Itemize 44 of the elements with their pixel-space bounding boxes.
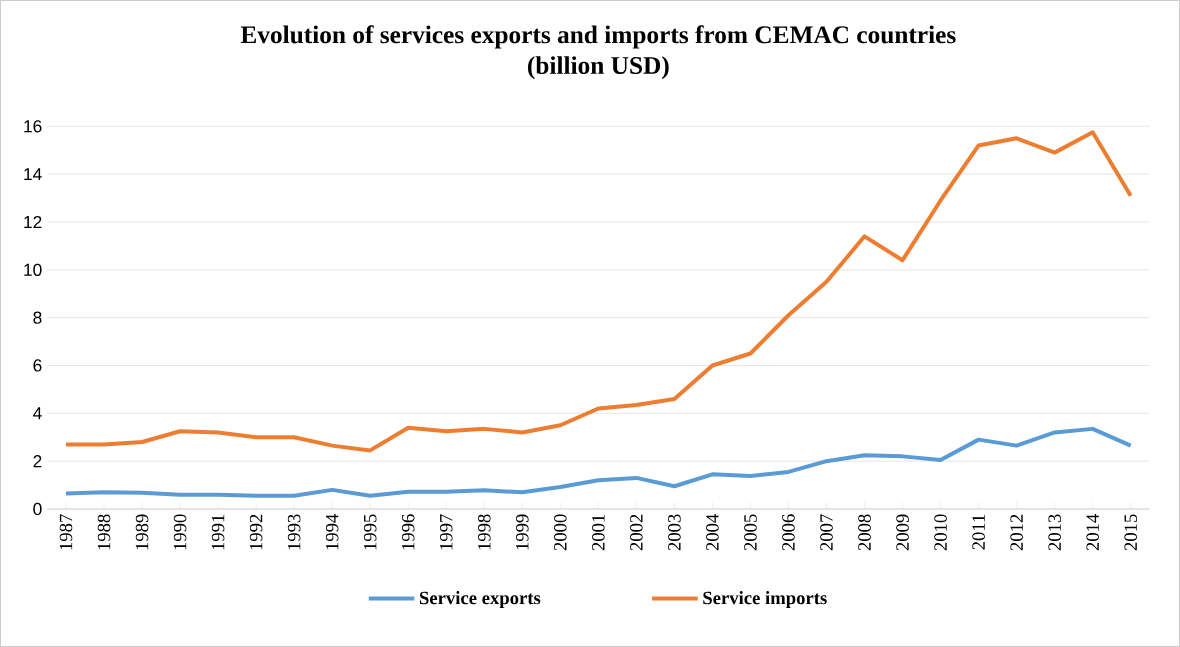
- x-tick-label: 1991: [211, 514, 225, 550]
- x-tick-label: 1992: [249, 514, 263, 550]
- x-tick-label: 2013: [1048, 514, 1061, 551]
- x-tick-label: 1989: [135, 514, 149, 550]
- x-tick-label: 2004: [706, 514, 719, 551]
- x-tick-label: 2001: [592, 514, 605, 551]
- x-tick-label: 2014: [1086, 514, 1099, 551]
- x-tick-label: 2002: [630, 514, 643, 551]
- y-tick-label: 4: [33, 407, 42, 420]
- x-tick-label: 2003: [668, 514, 681, 551]
- y-tick-label: 16: [24, 120, 42, 133]
- y-tick-label: 14: [24, 168, 42, 181]
- x-tick-label: 2006: [782, 514, 795, 551]
- x-tick-label: 1999: [516, 514, 529, 550]
- y-tick-label: 2: [33, 455, 42, 468]
- y-tick-label: 0: [33, 502, 42, 516]
- x-tick-label: 1988: [97, 514, 111, 550]
- legend-label: Service imports: [703, 591, 827, 609]
- x-tick-label: 2011: [972, 514, 985, 550]
- x-tick-label: 2005: [744, 514, 757, 551]
- x-tick-label: 2012: [1010, 514, 1023, 551]
- y-tick-label: 10: [24, 263, 42, 276]
- x-tick-label: 2009: [896, 514, 909, 551]
- y-tick-label: 12: [24, 215, 42, 229]
- x-tick-label: 2007: [820, 514, 833, 551]
- x-tick-label: 1990: [173, 514, 187, 550]
- x-tick-label: 1994: [325, 514, 339, 550]
- x-tick-label: 2000: [554, 514, 567, 551]
- chart-subtitle: (billion USD): [528, 56, 669, 80]
- x-tick-label: 2015: [1124, 514, 1137, 551]
- line-series: [63, 130, 1133, 453]
- x-tick-label: 2010: [934, 514, 947, 551]
- y-tick-label: 6: [33, 359, 42, 372]
- line-series: [63, 426, 1133, 498]
- x-tick-label: 1998: [477, 514, 491, 550]
- x-tick-label: 1995: [363, 514, 377, 550]
- x-tick-label: 1997: [439, 514, 453, 550]
- x-tick-label: 2008: [858, 514, 871, 551]
- y-tick-label: 8: [33, 311, 42, 324]
- x-tick-label: 1993: [287, 514, 301, 550]
- legend-label: Service exports: [419, 591, 541, 609]
- x-tick-label: 1987: [59, 514, 73, 550]
- x-tick-label: 1996: [401, 514, 415, 550]
- chart-title: Evolution of services exports and imports from CEMAC countries: [240, 25, 956, 49]
